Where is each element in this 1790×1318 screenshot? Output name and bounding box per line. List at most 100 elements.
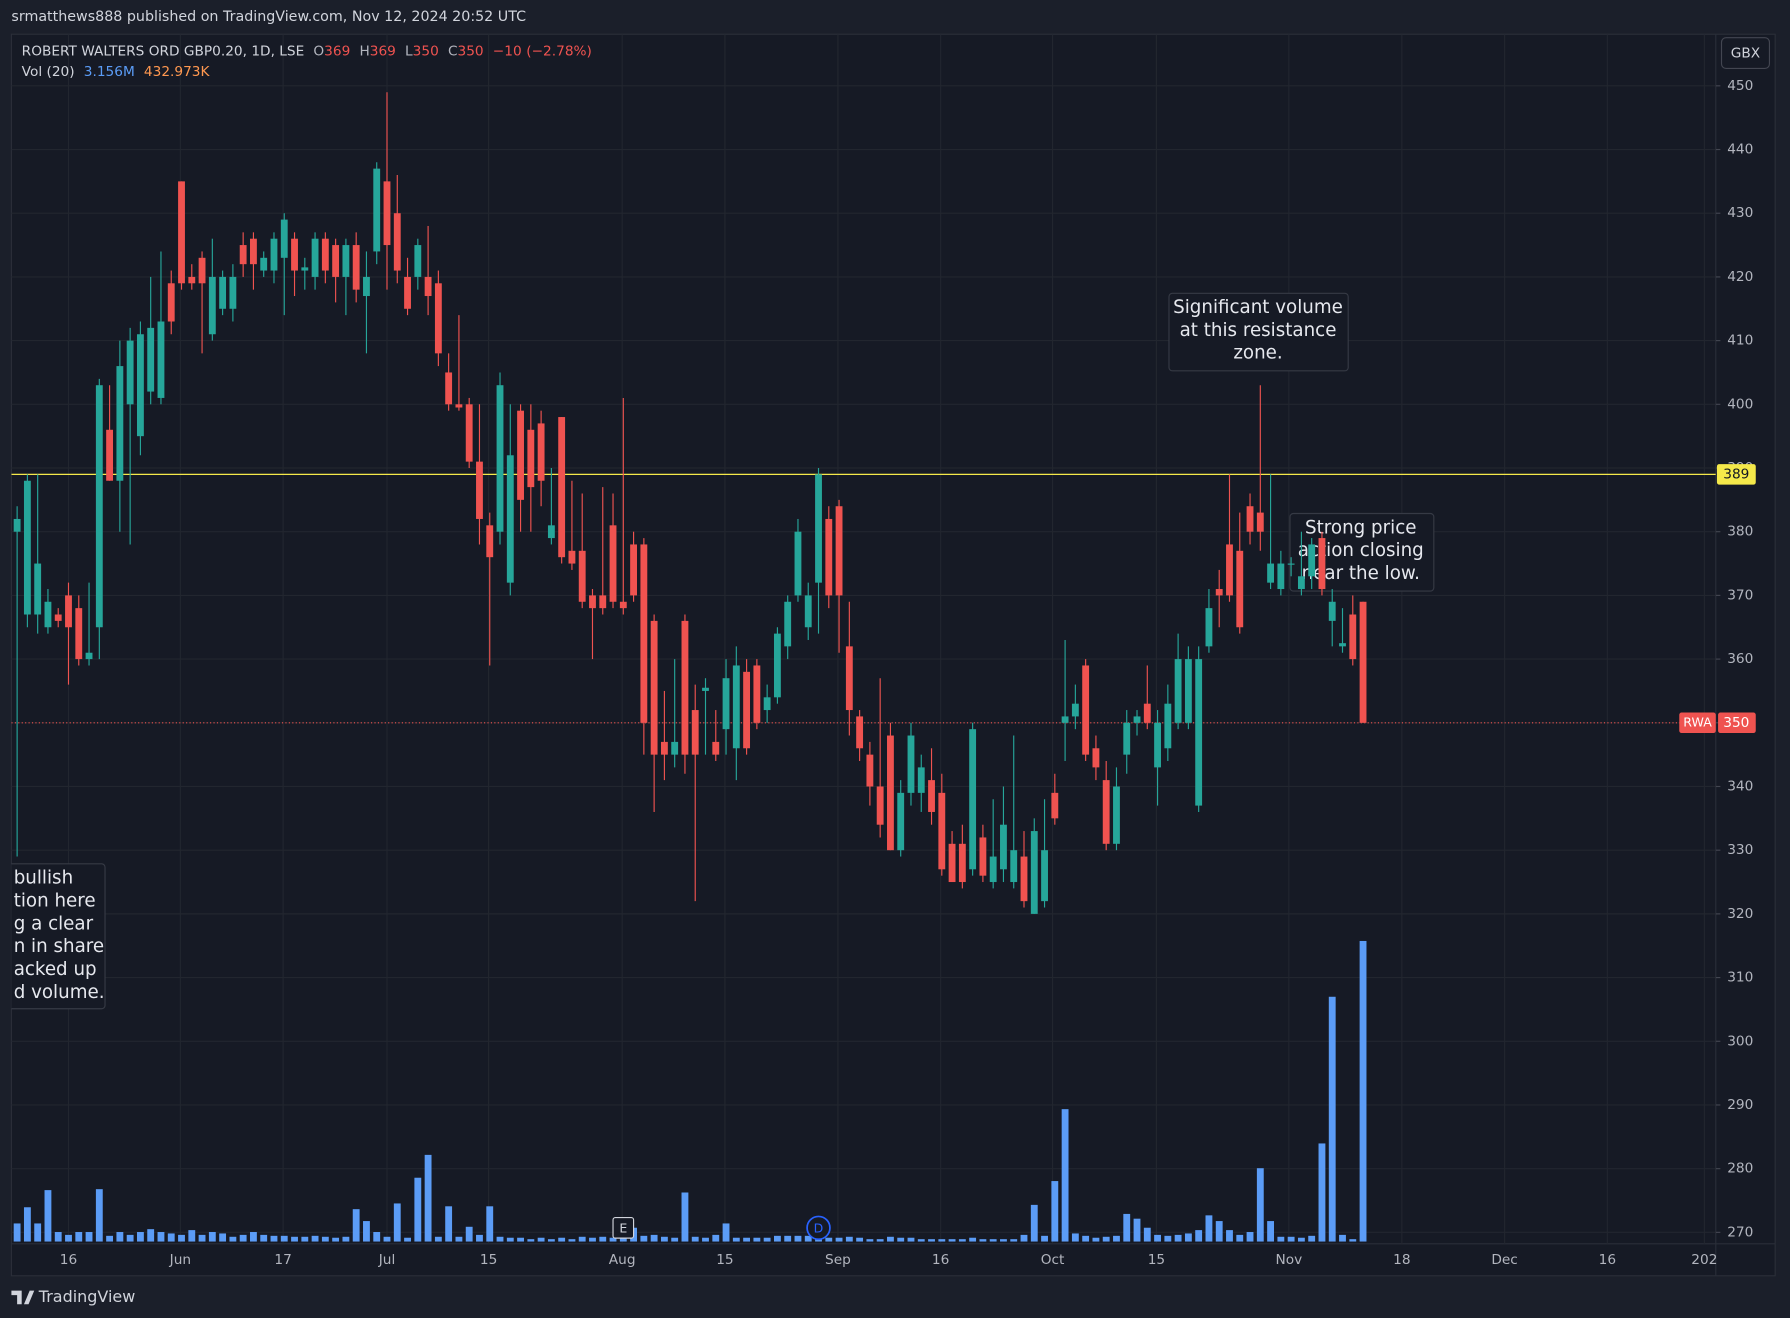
x-tick-label: Nov (1275, 1252, 1302, 1268)
volume-bar (589, 1237, 596, 1242)
ohlc-value: 350 (458, 43, 484, 59)
volume-bar (414, 1177, 422, 1242)
candle-body (455, 404, 463, 408)
x-tick-label: 15 (480, 1252, 497, 1268)
volume-bar (260, 1234, 268, 1242)
volume-bar (681, 1192, 689, 1242)
candle-body (845, 646, 853, 711)
candle-body (116, 366, 124, 481)
x-tick-label: 202 (1691, 1252, 1717, 1268)
y-tick-label: 310 (1727, 970, 1753, 986)
candle-body (1000, 824, 1007, 870)
volume-bar (660, 1236, 668, 1242)
volume-bar (702, 1237, 709, 1242)
volume-bar (157, 1232, 165, 1242)
volume-last: 3.156M (84, 64, 135, 80)
candle-body (630, 544, 638, 596)
volume-bar (1113, 1235, 1120, 1242)
volume-bar (1092, 1237, 1100, 1242)
candle-body (948, 843, 956, 883)
volume-bar (1030, 1204, 1038, 1242)
annotation-text: near the low. (1302, 563, 1420, 584)
volume-bar (34, 1223, 42, 1242)
last-price-label: 350 (1723, 715, 1749, 731)
candle-body (23, 480, 31, 615)
candle-body (1267, 563, 1275, 583)
volume-bar (527, 1239, 535, 1242)
candle-body (393, 213, 401, 271)
volume-bar (979, 1239, 987, 1242)
volume-bar (917, 1239, 925, 1242)
candle-body (938, 792, 946, 870)
candle-body (1195, 659, 1203, 806)
candle-body (773, 633, 781, 698)
x-tick-label: Aug (609, 1252, 636, 1268)
volume-bar (465, 1226, 473, 1242)
candle-body (1184, 659, 1192, 723)
volume-bar (476, 1234, 483, 1242)
candle-body (1071, 703, 1079, 717)
candle-body (126, 340, 134, 405)
volume-bar (404, 1237, 411, 1242)
candle-body (1205, 608, 1213, 647)
candle-body (702, 687, 709, 691)
event-marker (806, 1215, 831, 1241)
candle-body (763, 697, 771, 711)
volume-bar (311, 1235, 319, 1242)
volume-bar (958, 1239, 966, 1242)
volume-bar (332, 1237, 340, 1242)
x-tick-label: 15 (716, 1252, 733, 1268)
candle-body (897, 792, 905, 851)
volume-bar (773, 1235, 781, 1242)
candle-body (1133, 716, 1141, 723)
candle-body (825, 518, 833, 596)
candle-body (1308, 544, 1316, 577)
candle-body (527, 429, 535, 488)
candle-body (537, 423, 545, 481)
y-tick-label: 410 (1727, 333, 1753, 349)
y-tick-label: 370 (1727, 587, 1753, 603)
candle-body (907, 735, 915, 793)
volume-bar (1359, 940, 1367, 1242)
annotation-text: tion here (14, 890, 96, 911)
volume-bar (363, 1221, 370, 1242)
candle-body (928, 780, 935, 812)
annotation-text: action closing (1298, 540, 1424, 561)
candle-body (1113, 786, 1120, 844)
candle-body (712, 741, 720, 755)
volume-bar (106, 1235, 114, 1242)
volume-bar (1041, 1235, 1048, 1242)
volume-bar (1297, 1237, 1305, 1242)
volume-bar (1154, 1234, 1161, 1242)
candle-body (167, 283, 175, 322)
y-tick-label: 320 (1727, 906, 1753, 922)
volume-bar (619, 1236, 627, 1242)
volume-bar (1236, 1234, 1244, 1242)
volume-bar (85, 1232, 93, 1242)
candle-body (958, 843, 966, 883)
candle-body (424, 276, 432, 297)
volume-bar (506, 1237, 514, 1242)
candle-body (1297, 576, 1305, 590)
candle-body (517, 410, 524, 500)
volume-bar (517, 1237, 524, 1242)
volume-bar (1020, 1234, 1028, 1242)
candle-body (1030, 831, 1038, 914)
candle-body (414, 245, 422, 277)
volume-bar (609, 1237, 617, 1242)
volume-bar (1195, 1230, 1203, 1242)
candle-body (1164, 703, 1172, 749)
volume-bar (486, 1206, 494, 1242)
volume-bar (650, 1234, 658, 1242)
x-tick-label: 16 (1599, 1252, 1616, 1268)
candle-body (65, 595, 72, 628)
candle-body (1174, 659, 1182, 723)
y-tick-label: 400 (1727, 396, 1753, 412)
volume-bar (547, 1239, 555, 1242)
candle-body (1349, 614, 1357, 660)
candle-body (486, 525, 494, 558)
change-pct: (−2.78%) (526, 43, 592, 59)
volume-bar (948, 1239, 956, 1242)
candle-body (969, 729, 977, 870)
x-tick-label: 18 (1393, 1252, 1410, 1268)
